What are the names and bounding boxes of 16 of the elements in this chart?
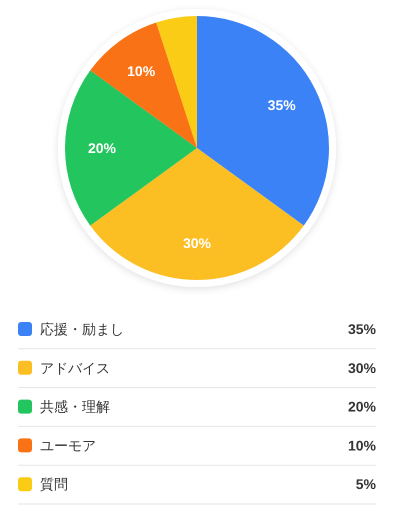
- pie-slice: [156, 16, 197, 148]
- legend-label: 共感・理解: [40, 398, 110, 415]
- data-label: 10%: [127, 63, 156, 80]
- data-label: 20%: [88, 140, 117, 156]
- data-label: 5%: [356, 476, 377, 492]
- legend-label: ユーモア: [40, 437, 96, 454]
- data-label: 30%: [182, 235, 212, 252]
- pie-slice: [197, 16, 329, 226]
- data-label: 35%: [268, 96, 296, 113]
- text: 10%: [348, 437, 376, 454]
- legend-label: 応援・励まし: [40, 321, 124, 337]
- text: 20%: [348, 398, 376, 415]
- legend-label: アドバイス: [40, 360, 110, 376]
- legend-label: 質問: [40, 476, 68, 492]
- text: 30%: [348, 360, 376, 376]
- text: 35%: [348, 321, 376, 337]
